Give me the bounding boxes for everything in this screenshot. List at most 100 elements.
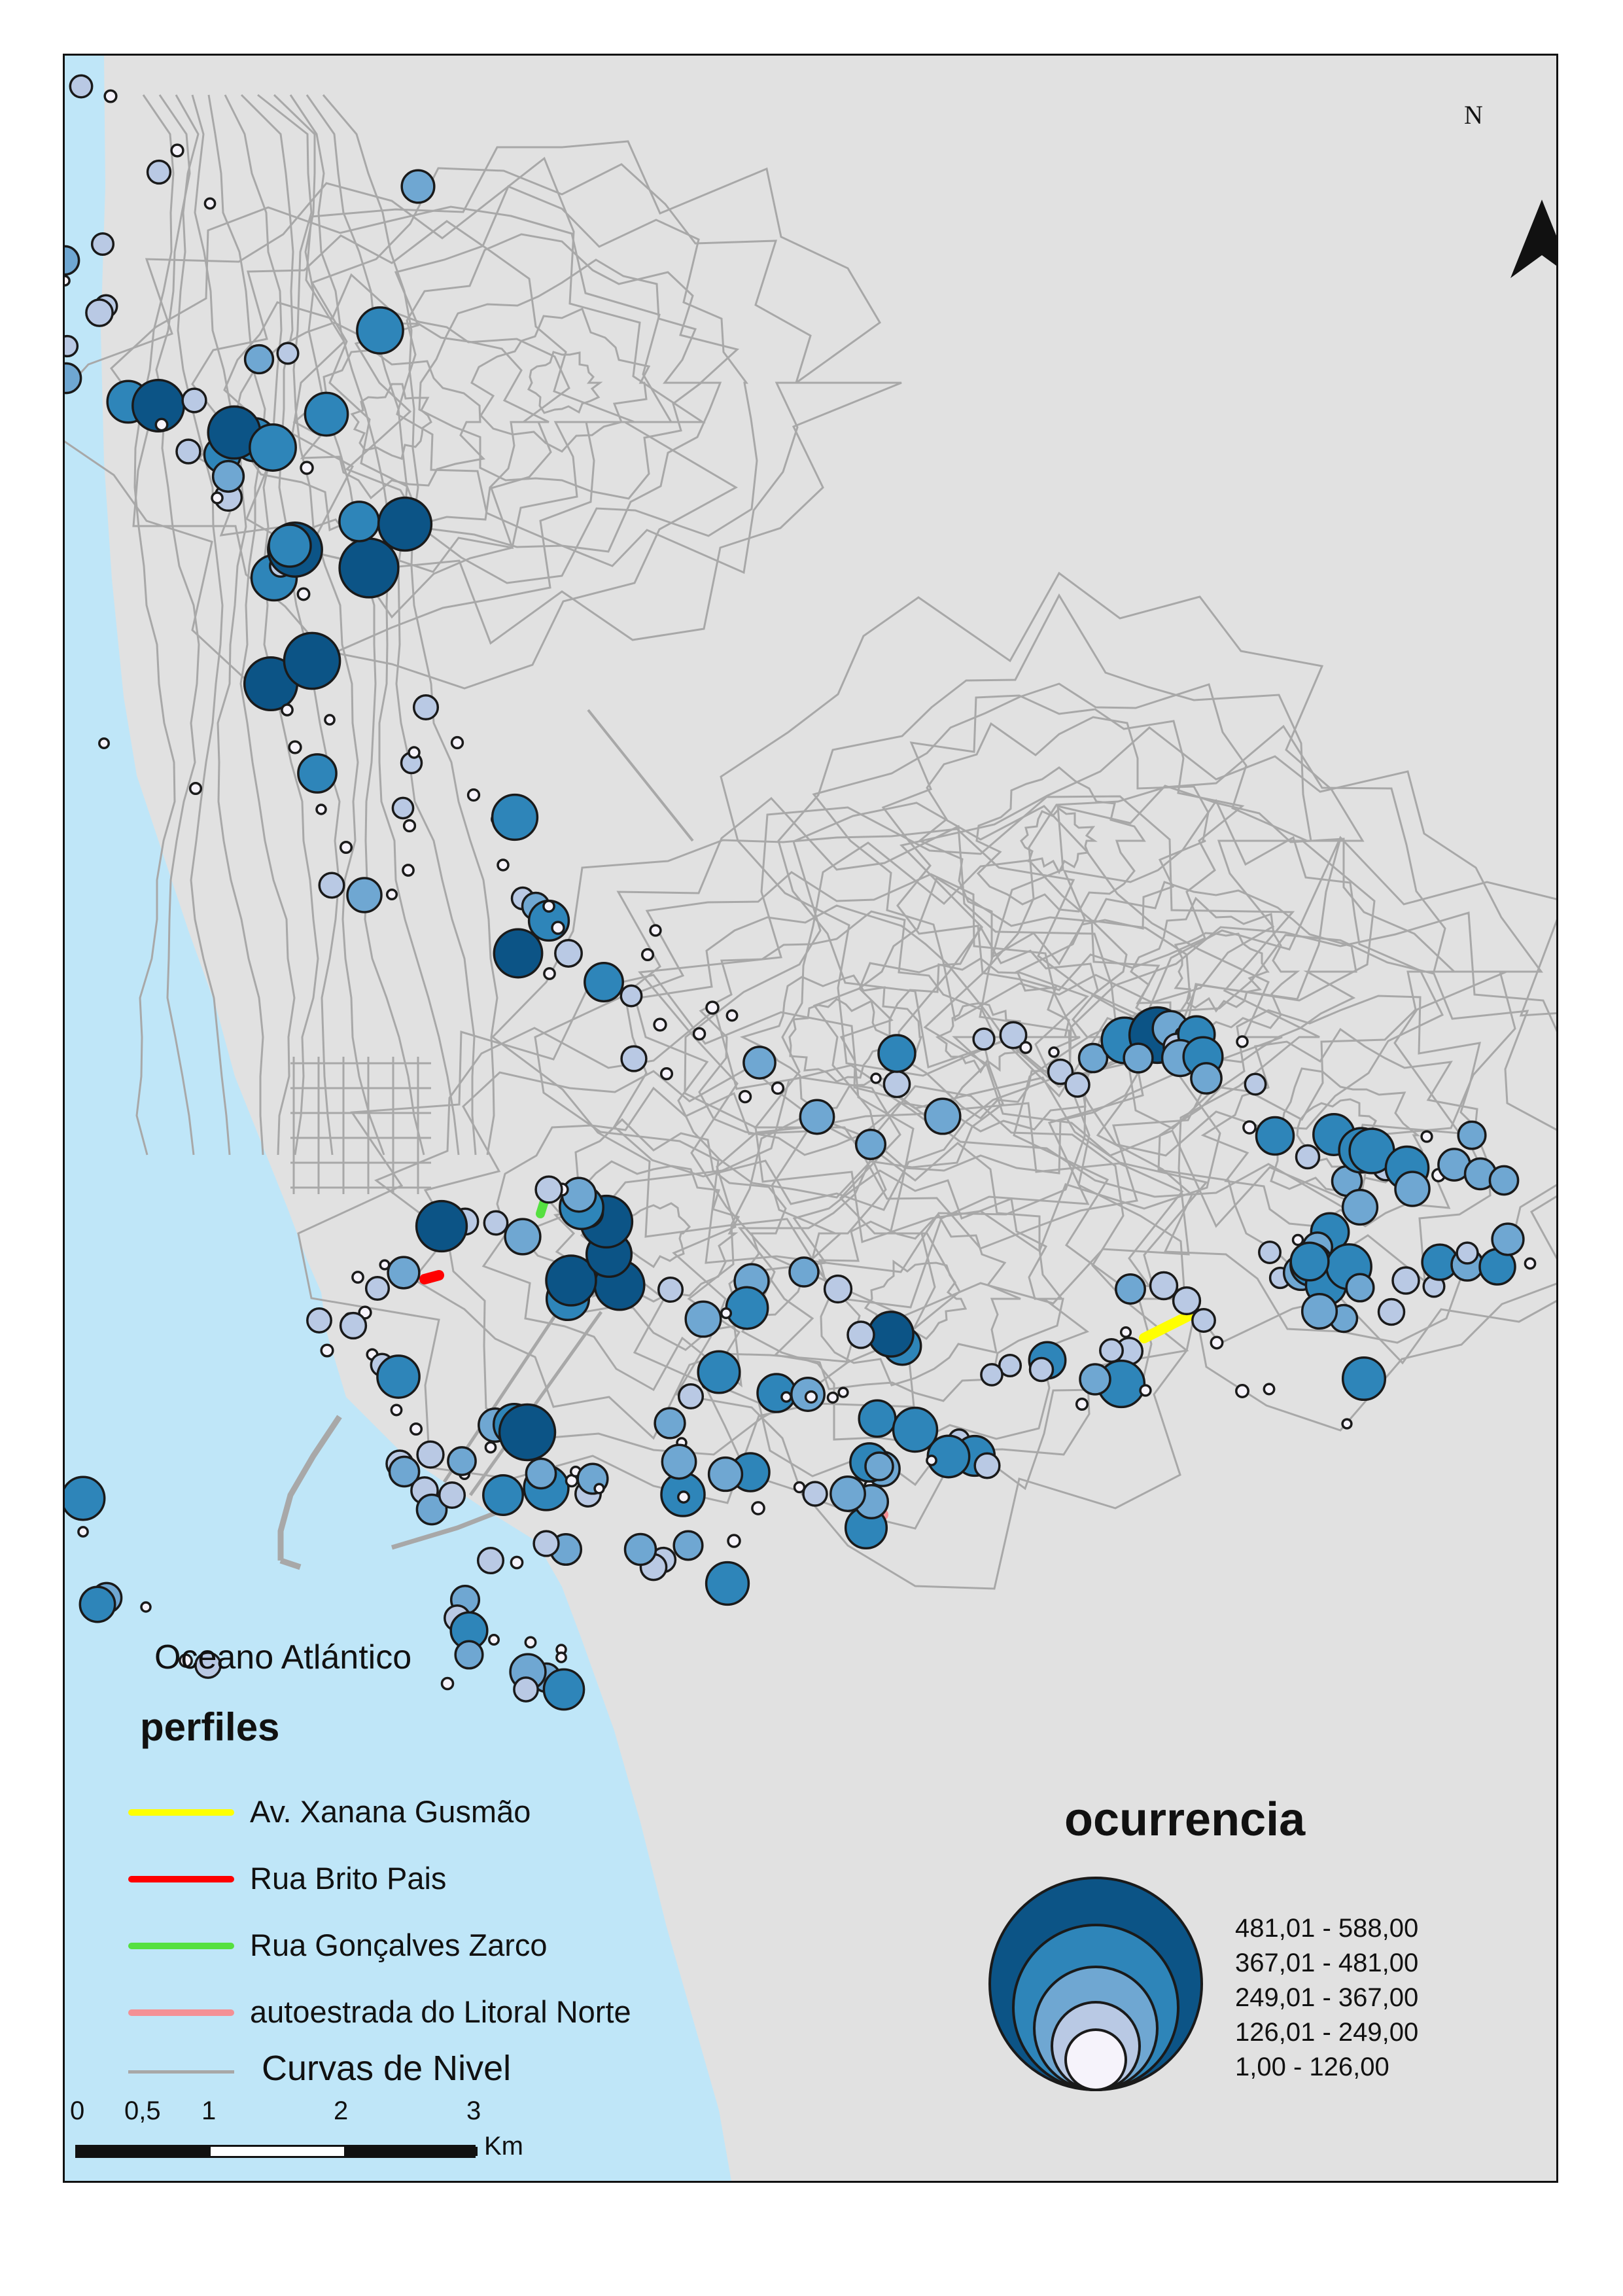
occurrence-circle bbox=[154, 417, 169, 432]
occurrence-circle bbox=[677, 1491, 690, 1504]
occurrence-circle bbox=[1075, 1397, 1089, 1411]
occurrence-circle bbox=[211, 459, 245, 493]
contour-line bbox=[396, 233, 740, 553]
occurrence-circle bbox=[1341, 1188, 1379, 1226]
contour-line bbox=[224, 94, 319, 1156]
occurrence-circle bbox=[288, 740, 302, 754]
occurrence-circle bbox=[742, 1046, 777, 1080]
ocurrencia-legend-title: ocurrencia bbox=[1064, 1793, 1306, 1846]
map-frame[interactable] bbox=[63, 54, 1558, 2183]
occurrence-circle bbox=[1391, 1266, 1420, 1295]
occurrence-circle bbox=[339, 840, 353, 855]
contour-line bbox=[762, 1169, 1064, 1402]
occurrence-circle bbox=[926, 1455, 937, 1466]
contour-line bbox=[1068, 911, 1556, 1365]
contour-line bbox=[684, 802, 1283, 1253]
occurrence-symbols bbox=[65, 74, 1537, 1711]
contour-line bbox=[305, 94, 477, 1156]
occurrence-circle bbox=[684, 1300, 722, 1338]
contour-line bbox=[553, 1160, 741, 1303]
occurrence-circle bbox=[1488, 1165, 1520, 1196]
perfil-swatch-brito bbox=[128, 1876, 234, 1882]
contour-line bbox=[175, 94, 231, 1156]
occurrence-circle bbox=[672, 1530, 704, 1561]
contour-line bbox=[1096, 934, 1556, 1344]
occurrence-circle bbox=[338, 501, 380, 542]
occurrence-circle bbox=[1047, 1058, 1074, 1086]
occurrence-circle bbox=[877, 1034, 916, 1073]
occurrence-circle bbox=[543, 967, 556, 980]
occurrence-circle bbox=[705, 1561, 750, 1606]
curvas-swatch bbox=[128, 2070, 234, 2074]
perfil-label: autoestrada do Litoral Norte bbox=[250, 1994, 631, 2029]
occurrence-circle bbox=[170, 143, 184, 158]
map-canvas[interactable] bbox=[65, 56, 1558, 2183]
occurrence-circle bbox=[707, 1456, 744, 1492]
scale-seg-3 bbox=[211, 2147, 344, 2156]
occurrence-circle bbox=[854, 1128, 887, 1161]
occurrence-circle bbox=[339, 1311, 368, 1340]
occurrence-circle bbox=[324, 714, 336, 726]
perfil-swatch-litoral bbox=[128, 2009, 234, 2016]
occurrence-circle bbox=[304, 391, 349, 437]
occurrence-circle bbox=[532, 1530, 560, 1557]
contour-line bbox=[223, 273, 570, 573]
occurrence-circle bbox=[1242, 1120, 1257, 1135]
occurrence-circle bbox=[1457, 1120, 1487, 1150]
occurrence-circle bbox=[1235, 1384, 1249, 1398]
occurrence-circle bbox=[491, 793, 539, 841]
occurrence-circle bbox=[283, 631, 341, 690]
occurrence-circle bbox=[388, 1455, 421, 1488]
occurrence-circle bbox=[98, 737, 110, 749]
occurrence-circle bbox=[1139, 1384, 1152, 1397]
contour-line bbox=[634, 904, 1006, 1199]
occurrence-circle bbox=[620, 1045, 648, 1072]
occurrence-circle bbox=[402, 864, 415, 877]
occurrence-circle bbox=[1064, 1072, 1091, 1098]
occurrence-circle bbox=[554, 939, 583, 968]
occurrence-circle bbox=[584, 962, 624, 1002]
occurrence-circle bbox=[320, 1343, 334, 1358]
occurrence-circle bbox=[351, 1271, 364, 1284]
contour-line bbox=[240, 94, 341, 1156]
perfil-zarco-line bbox=[536, 1197, 549, 1218]
occurrence-circle bbox=[476, 1546, 505, 1575]
occurrence-circle bbox=[623, 1532, 657, 1566]
occurrence-circle bbox=[194, 1651, 222, 1679]
occurrence-circle bbox=[640, 947, 655, 962]
occurrence-circle bbox=[858, 1399, 897, 1438]
occurrence-circle bbox=[882, 1070, 911, 1099]
occurrence-circle bbox=[65, 1475, 106, 1521]
contour-line bbox=[1200, 1027, 1480, 1227]
contour-line bbox=[470, 307, 651, 453]
occurrence-circle bbox=[85, 298, 114, 327]
class-label-5: 1,00 - 126,00 bbox=[1235, 2053, 1389, 2081]
occurrence-circle bbox=[727, 1534, 741, 1548]
occurrence-circle bbox=[281, 703, 294, 716]
occurrence-circle bbox=[296, 587, 311, 601]
occurrence-circle bbox=[488, 1634, 500, 1646]
occurrence-circle bbox=[364, 1275, 391, 1301]
contour-line bbox=[297, 974, 961, 1504]
occurrence-circle bbox=[243, 344, 275, 375]
occurrence-circle bbox=[1244, 1072, 1267, 1096]
perfil-xanana-line bbox=[1139, 1310, 1195, 1343]
occurrence-circle bbox=[1048, 1046, 1060, 1058]
contour-line bbox=[133, 94, 176, 1156]
occurrence-circle bbox=[497, 858, 510, 872]
occurrence-circle bbox=[1099, 1338, 1124, 1363]
occurrence-circle bbox=[65, 275, 71, 287]
scale-seg-4 bbox=[344, 2147, 478, 2156]
occurrence-circle bbox=[799, 1099, 835, 1135]
occurrence-circle bbox=[338, 537, 400, 599]
occurrence-circle bbox=[1115, 1273, 1146, 1305]
scale-bar bbox=[75, 2145, 478, 2158]
occurrence-circle bbox=[1341, 1356, 1387, 1402]
occurrence-circle bbox=[780, 1391, 792, 1403]
occurrence-circle bbox=[1394, 1171, 1431, 1207]
occurrence-circle bbox=[438, 1481, 466, 1510]
occurrence-circle bbox=[415, 1493, 448, 1526]
occurrence-circle bbox=[697, 1350, 741, 1394]
occurrence-circle bbox=[306, 1307, 332, 1333]
occurrence-circle bbox=[826, 1391, 839, 1404]
